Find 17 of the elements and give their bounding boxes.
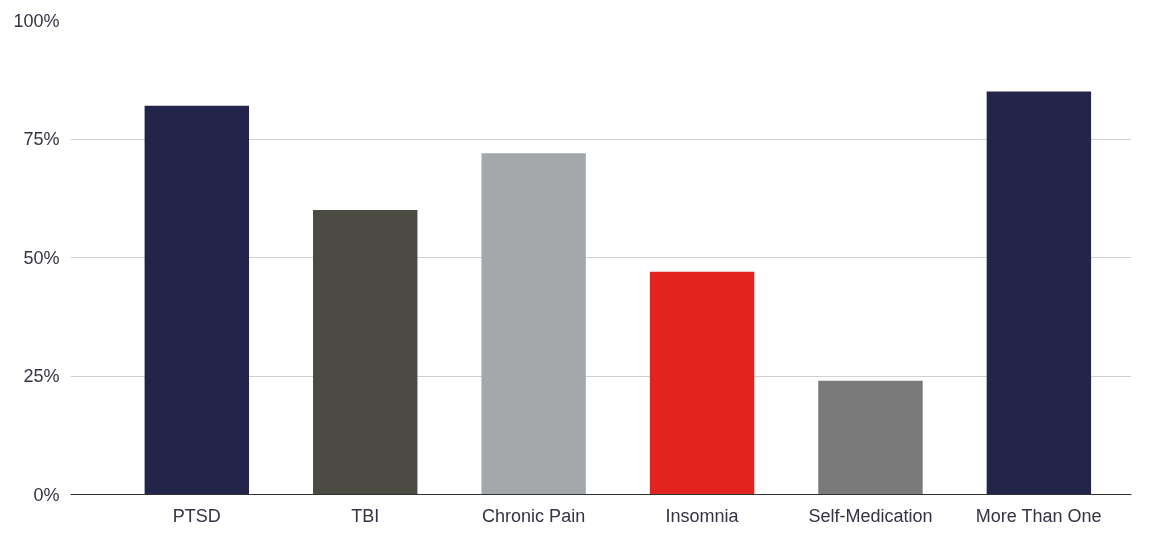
y-tick-label: 100% [13,10,60,31]
bar [313,210,418,495]
y-tick-label: 50% [23,247,60,268]
x-tick-label: PTSD [172,505,221,526]
x-tick-label: Insomnia [665,505,740,526]
y-tick-label: 75% [23,129,60,149]
x-tick-label: TBI [351,505,380,526]
bar [144,105,250,495]
x-tick-label: More Than One [975,505,1102,526]
bar [481,153,586,495]
y-tick-label: 0% [33,484,60,505]
bar [649,271,755,495]
x-tick-label: Chronic Pain [482,505,586,526]
bar [986,91,1092,495]
y-tick-label: 25% [23,366,60,386]
bar [818,380,923,495]
x-tick-label: Self-Medication [808,505,933,526]
